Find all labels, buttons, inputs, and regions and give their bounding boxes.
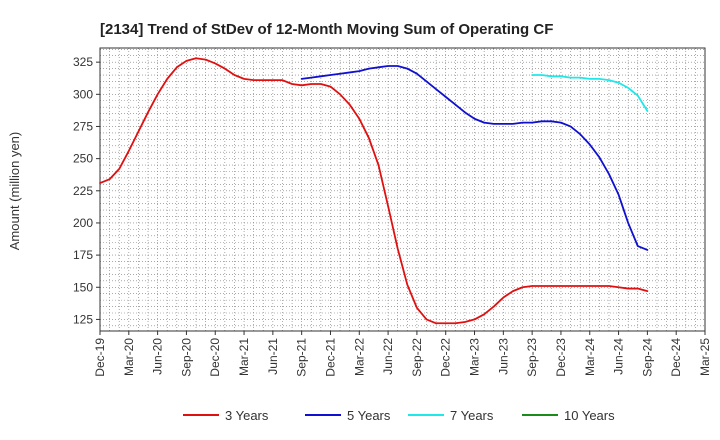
x-tick-label: Dec-21 (323, 338, 337, 377)
x-tick-label: Jun-21 (266, 338, 280, 375)
plot-area: 125 150 175 200 225 250 275 300 325 Dec-19 Mar-20 J… (73, 47, 712, 377)
x-tick-label: Dec-24 (669, 338, 683, 377)
x-tick-label: Mar-23 (468, 338, 482, 376)
x-tick-label: Mar-20 (122, 338, 136, 376)
x-tick-label: Sep-24 (640, 338, 654, 377)
y-tick-label: 225 (73, 184, 93, 198)
x-tick-label: Mar-21 (237, 338, 251, 376)
series-line-3 (531, 74, 649, 112)
x-tick-label: Sep-23 (525, 338, 539, 377)
legend: 3 Years 5 Years 7 Years 10 Years (183, 408, 615, 423)
x-tick-label: Mar-25 (698, 338, 712, 376)
x-tick-label: Sep-21 (295, 338, 309, 377)
x-tick-label: Jun-20 (151, 338, 165, 375)
legend-label: 7 Years (450, 408, 494, 423)
plot-frame (99, 47, 706, 332)
series-line-1 (99, 57, 649, 325)
x-tick-label: Mar-22 (352, 338, 366, 376)
y-tick-label: 125 (73, 312, 93, 326)
legend-label: 5 Years (347, 408, 391, 423)
y-tick-label: 300 (73, 87, 93, 101)
y-axis-label: Amount (million yen) (7, 132, 22, 251)
series-line-2 (300, 65, 649, 251)
y-tick-label: 150 (73, 280, 93, 294)
x-tick-label: Sep-22 (410, 338, 424, 377)
plot-background (100, 48, 705, 331)
x-tick-label: Dec-23 (554, 338, 568, 377)
x-tick-label: Jun-24 (612, 338, 626, 375)
x-tick-label: Jun-23 (496, 338, 510, 375)
x-tick-label: Dec-22 (439, 338, 453, 377)
y-tick-label: 200 (73, 216, 93, 230)
x-tick-label: Dec-20 (208, 338, 222, 377)
y-tick-label: 175 (73, 248, 93, 262)
y-tick-label: 275 (73, 119, 93, 133)
x-tick-label: Dec-19 (93, 338, 107, 377)
y-tick-label: 250 (73, 152, 93, 166)
y-tick-label: 325 (73, 55, 93, 69)
legend-label: 3 Years (225, 408, 269, 423)
chart-title: [2134] Trend of StDev of 12-Month Moving… (100, 21, 553, 38)
x-tick-label: Sep-20 (179, 338, 193, 377)
x-tick-label: Mar-24 (583, 338, 597, 376)
legend-label: 10 Years (564, 408, 615, 423)
x-tick-label: Jun-22 (381, 338, 395, 375)
